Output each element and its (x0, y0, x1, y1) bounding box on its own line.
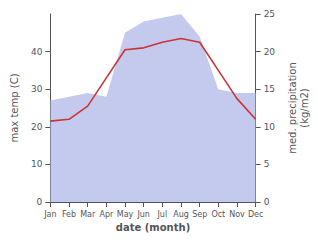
svg-text:10: 10 (264, 122, 276, 132)
svg-text:Feb: Feb (62, 210, 76, 219)
svg-text:Aug: Aug (173, 210, 189, 219)
svg-text:Apr: Apr (99, 210, 114, 219)
svg-text:Nov: Nov (229, 210, 245, 219)
svg-text:25: 25 (264, 9, 275, 19)
svg-text:10: 10 (31, 159, 43, 169)
svg-text:20: 20 (264, 47, 276, 57)
svg-text:40: 40 (31, 47, 43, 57)
svg-text:med. precipitation: med. precipitation (287, 62, 298, 154)
svg-text:5: 5 (264, 159, 270, 169)
svg-text:date (month): date (month) (116, 222, 190, 233)
svg-text:15: 15 (264, 84, 275, 94)
svg-text:Sep: Sep (192, 210, 207, 219)
svg-text:(kg/m2): (kg/m2) (299, 88, 310, 128)
svg-text:May: May (117, 210, 134, 219)
svg-text:0: 0 (264, 197, 270, 207)
svg-text:Mar: Mar (80, 210, 96, 219)
svg-text:30: 30 (31, 84, 43, 94)
svg-text:20: 20 (31, 122, 43, 132)
svg-text:Jan: Jan (43, 210, 56, 219)
svg-text:Oct: Oct (211, 210, 225, 219)
svg-text:0: 0 (37, 197, 43, 207)
svg-text:Jul: Jul (157, 210, 168, 219)
svg-text:Jun: Jun (136, 210, 150, 219)
svg-text:Dec: Dec (248, 210, 263, 219)
svg-text:max temp (C): max temp (C) (9, 73, 20, 142)
